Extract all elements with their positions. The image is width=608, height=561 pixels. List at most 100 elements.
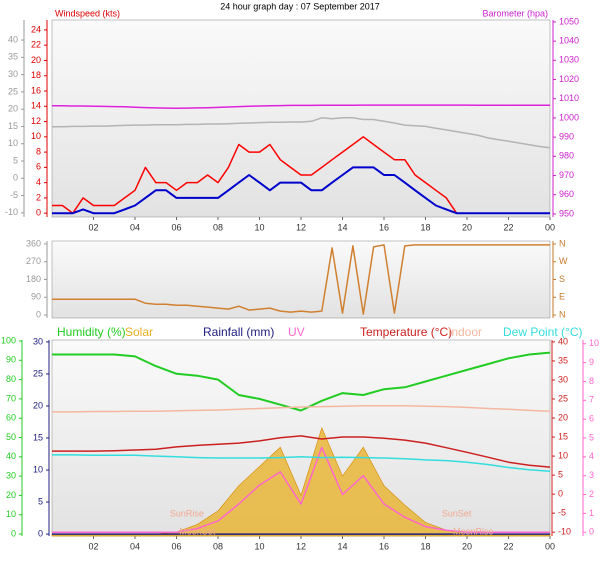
tick-label: 0	[36, 208, 41, 218]
line	[52, 104, 550, 110]
tick-label: 7	[589, 395, 594, 405]
tick-label: E	[559, 292, 565, 302]
x-tick-label: 20	[462, 222, 472, 232]
annotation: SunSet	[442, 508, 472, 518]
line	[52, 454, 551, 473]
legend-entry: Temperature (°C)	[360, 325, 452, 339]
line	[52, 244, 550, 315]
tick-label: 990	[559, 131, 574, 141]
y2-axis-title: Barometer (hpa)	[482, 8, 548, 18]
tick-label: 5	[589, 432, 594, 442]
tick-label: 5	[558, 469, 563, 479]
x-tick-label: 10	[254, 222, 264, 232]
tick-label: 270	[26, 256, 41, 266]
tick-label: 15	[558, 431, 568, 441]
legend-entry: Humidity (%)	[57, 325, 126, 339]
tick-label: 50	[6, 432, 16, 442]
x-tick-label: 10	[254, 541, 264, 551]
tick-label: 18	[31, 70, 41, 80]
tick-label: 35	[8, 52, 18, 62]
line	[52, 117, 551, 149]
x-tick-label: 00	[545, 222, 555, 232]
x-tick-label: 04	[130, 541, 140, 551]
tick-label: 970	[559, 170, 574, 180]
tick-label: 0	[11, 528, 16, 538]
x-tick-label: 22	[503, 541, 513, 551]
tick-label: 360	[26, 238, 41, 248]
tick-label: 40	[6, 451, 16, 461]
legend-entry: Indoor	[448, 325, 482, 339]
tick-label: 24	[31, 24, 41, 34]
tick-label: 30	[33, 336, 43, 346]
tick-label: 15	[8, 121, 18, 131]
tick-label: 1000	[559, 112, 579, 122]
tick-label: -10	[558, 527, 571, 537]
tick-label: N	[559, 309, 566, 319]
tick-label: 9	[589, 357, 594, 367]
legend-entry: Rainfall (mm)	[203, 325, 274, 339]
x-tick-label: 18	[420, 541, 430, 551]
tick-label: 6	[36, 162, 41, 172]
tick-label: 950	[559, 208, 574, 218]
x-tick-label: 04	[130, 222, 140, 232]
line	[52, 405, 551, 413]
tick-label: W	[559, 256, 568, 266]
tick-label: 8	[589, 376, 594, 386]
tick-label: 8	[36, 146, 41, 156]
tick-label: 4	[589, 451, 594, 461]
tick-label: -5	[10, 190, 18, 200]
x-tick-label: 08	[213, 541, 223, 551]
chart-title: 24 hour graph day : 07 September 2017	[220, 1, 380, 11]
tick-label: 12	[31, 116, 41, 126]
tick-label: 1	[589, 508, 594, 518]
tick-label: 16	[31, 85, 41, 95]
tick-label: 0	[38, 528, 43, 538]
tick-label: 1020	[559, 74, 579, 84]
x-tick-label: 12	[296, 541, 306, 551]
tick-label: 10	[31, 131, 41, 141]
tick-label: 4	[36, 177, 41, 187]
tick-label: 2	[589, 489, 594, 499]
tick-label: 40	[558, 336, 568, 346]
line	[52, 446, 550, 533]
line	[52, 435, 551, 468]
line	[52, 166, 550, 215]
tick-label: -5	[558, 508, 566, 518]
tick-label: 100	[1, 335, 16, 345]
tick-label: 30	[558, 374, 568, 384]
x-tick-label: 18	[420, 222, 430, 232]
tick-label: 10	[8, 138, 18, 148]
x-tick-label: 08	[213, 222, 223, 232]
tick-label: -10	[5, 207, 18, 217]
tick-label: 10	[558, 450, 568, 460]
legend-entry: Solar	[125, 325, 153, 339]
tick-label: 0	[558, 489, 563, 499]
annotation: MoonSet	[179, 526, 216, 536]
tick-label: 0	[36, 309, 41, 319]
x-tick-label: 16	[379, 541, 389, 551]
tick-label: 180	[26, 274, 41, 284]
tick-label: 35	[558, 355, 568, 365]
tick-label: 70	[6, 393, 16, 403]
legend-entry: Dew Point (°C)	[503, 325, 582, 339]
tick-label: 25	[558, 393, 568, 403]
legend-entry: UV	[288, 325, 305, 339]
annotation: MoonRise	[453, 526, 494, 536]
plot-area	[51, 240, 551, 319]
tick-label: 10	[33, 464, 43, 474]
tick-label: 2	[36, 192, 41, 202]
tick-label: 1040	[559, 35, 579, 45]
y-axis-title: Windspeed (kts)	[55, 8, 120, 18]
tick-label: 30	[8, 69, 18, 79]
x-tick-label: 06	[171, 222, 181, 232]
tick-label: 40	[8, 34, 18, 44]
tick-label: 3	[589, 470, 594, 480]
tick-label: 0	[13, 173, 18, 183]
tick-label: 14	[31, 101, 41, 111]
tick-label: 25	[8, 86, 18, 96]
line	[52, 351, 551, 412]
tick-label: 20	[8, 104, 18, 114]
tick-label: 30	[6, 471, 16, 481]
x-tick-label: 22	[503, 222, 513, 232]
tick-label: 1050	[559, 16, 579, 26]
